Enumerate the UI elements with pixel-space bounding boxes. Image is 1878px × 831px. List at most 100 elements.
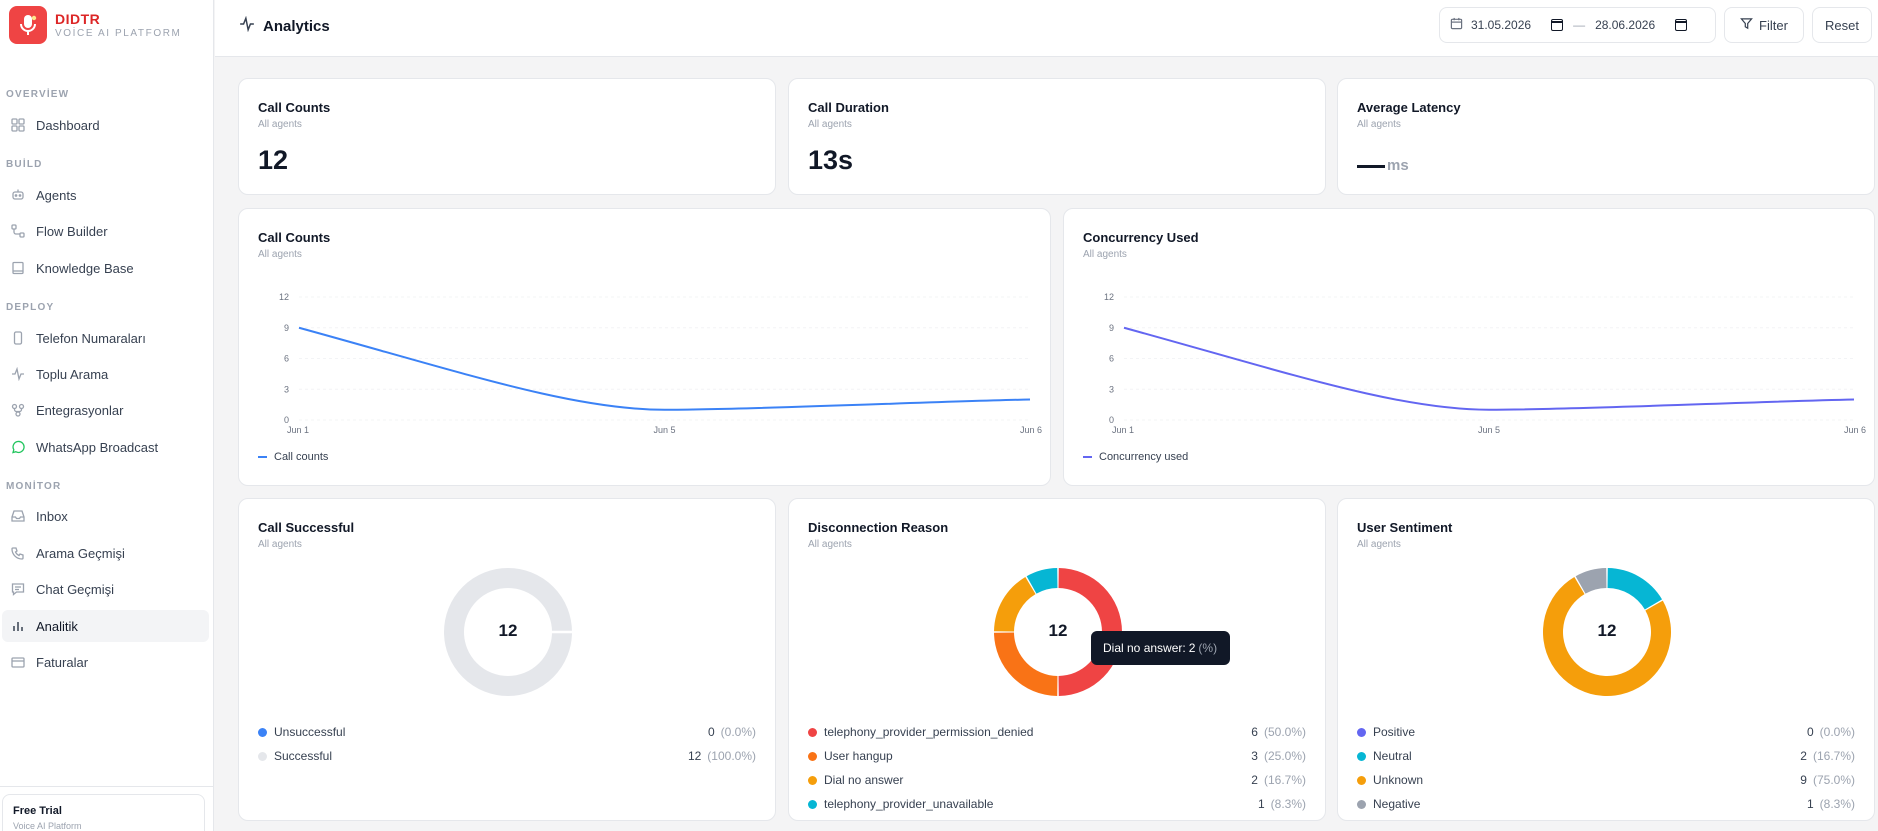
latency-unit: ms xyxy=(1387,157,1409,174)
legend-percent: (16.7%) xyxy=(1263,773,1306,787)
legend-value: 3 xyxy=(1251,749,1258,763)
date-to-input[interactable]: 28.06.2026 xyxy=(1595,18,1688,32)
legend-row[interactable]: Neutral 2 (16.7%) xyxy=(1357,747,1855,765)
x-tick-label: Jun 5 xyxy=(1478,425,1500,435)
brand-subtitle: VOİCE AI PLATFORM xyxy=(55,28,182,39)
legend-row[interactable]: Dial no answer 2 (16.7%) xyxy=(808,771,1306,789)
book-icon xyxy=(10,260,26,276)
line-chart: 0 3 6 9 12 Jun 1 Jun 5 Jun 6 xyxy=(1104,292,1866,435)
legend-swatch xyxy=(258,456,267,458)
sidebar-item-label: Knowledge Base xyxy=(36,260,134,276)
donut-slice xyxy=(1026,568,1058,594)
activity-icon xyxy=(10,366,26,382)
legend-dot xyxy=(808,799,817,809)
y-tick-label: 9 xyxy=(1109,323,1114,333)
legend-dot xyxy=(808,751,817,761)
donut-slice xyxy=(1575,568,1607,594)
legend-row[interactable]: Negative 1 (8.3%) xyxy=(1357,795,1855,813)
chart-card-call-successful: Call Successful All agents 12 Unsuccessf… xyxy=(238,498,776,821)
filter-label: Filter xyxy=(1759,17,1788,33)
legend-value: 1 xyxy=(1806,797,1814,811)
sidebar-item-entegrasyonlar[interactable]: Entegrasyonlar xyxy=(2,394,209,426)
brand[interactable]: DIDTR VOİCE AI PLATFORM xyxy=(0,0,213,50)
card-title: Call Counts xyxy=(258,100,331,115)
bar-chart-icon xyxy=(10,618,26,634)
donut-slice xyxy=(994,576,1036,632)
legend-value: 0 xyxy=(707,725,715,739)
legend-label: Concurrency used xyxy=(1099,451,1189,463)
integration-icon xyxy=(10,402,26,418)
legend-row[interactable]: Unknown 9 (75.0%) xyxy=(1357,771,1855,789)
line-chart: 0 3 6 9 12 Jun 1 Jun 5 Jun 6 xyxy=(279,292,1042,435)
chart-tooltip: Dial no answer: 2 (%) xyxy=(1091,631,1230,665)
reset-label: Reset xyxy=(1825,17,1859,33)
sidebar-item-label: Dashboard xyxy=(36,117,100,133)
chart-title: Concurrency Used xyxy=(1083,230,1199,245)
date-from-input[interactable]: 31.05.2026 xyxy=(1471,18,1564,32)
sidebar-item-toplu-arama[interactable]: Toplu Arama xyxy=(2,358,209,390)
calendar-picker-icon[interactable] xyxy=(1551,19,1564,31)
tooltip-value: 2 xyxy=(1188,641,1196,655)
legend-row[interactable]: Positive 0 (0.0%) xyxy=(1357,723,1855,741)
sidebar-item-telefon-numaralari[interactable]: Telefon Numaraları xyxy=(2,322,209,354)
sidebar-item-agents[interactable]: Agents xyxy=(2,179,209,211)
y-tick-label: 3 xyxy=(1109,384,1114,394)
legend-row[interactable]: User hangup 3 (25.0%) xyxy=(808,747,1306,765)
legend-row[interactable]: telephony_provider_permission_denied 6 (50… xyxy=(808,723,1306,741)
sidebar-item-label: Inbox xyxy=(36,508,68,524)
legend-percent: (0.0%) xyxy=(720,725,756,739)
free-trial-card[interactable]: Free Trial Voice AI Platform xyxy=(2,794,205,831)
legend-percent: (0.0%) xyxy=(1819,725,1855,739)
phone-device-icon xyxy=(10,330,26,346)
legend-dot xyxy=(258,727,267,737)
sidebar-item-arama-gecmisi[interactable]: Arama Geçmişi xyxy=(2,537,209,569)
legend-percent: (16.7%) xyxy=(1812,749,1855,763)
legend-label: telephony_provider_permission_denied xyxy=(824,725,1034,739)
chart-card-concurrency-used: Concurrency Used All agents 0 3 6 9 12 Jun 1 J… xyxy=(1063,208,1875,486)
sidebar-item-label: Toplu Arama xyxy=(36,366,109,382)
sidebar-item-knowledge-base[interactable]: Knowledge Base xyxy=(2,252,209,284)
legend-row[interactable]: Successful 12 (100.0%) xyxy=(258,747,756,765)
sidebar-item-faturalar[interactable]: Faturalar xyxy=(2,646,209,678)
chart-subtitle: All agents xyxy=(1083,249,1127,260)
sidebar-item-dashboard[interactable]: Dashboard xyxy=(2,109,209,141)
stat-card-call-duration: Call Duration All agents 13s xyxy=(788,78,1326,195)
legend-value: 2 xyxy=(1800,749,1807,763)
sidebar-item-flow-builder[interactable]: Flow Builder xyxy=(2,215,209,247)
calendar-icon xyxy=(1450,17,1463,33)
donut-slice xyxy=(1543,576,1671,696)
empty-value-dash xyxy=(1357,165,1385,168)
chart-legend[interactable]: Concurrency used xyxy=(1083,451,1188,463)
sidebar-item-inbox[interactable]: Inbox xyxy=(2,500,209,532)
legend-dot xyxy=(808,727,817,737)
chart-title: Disconnection Reason xyxy=(808,520,949,535)
legend-dot xyxy=(1357,751,1366,761)
tooltip-pct: (%) xyxy=(1198,641,1218,655)
phone-icon xyxy=(10,545,26,561)
card-subtitle: All agents xyxy=(1357,119,1401,130)
x-tick-label: Jun 6 xyxy=(1844,425,1866,435)
reset-button[interactable]: Reset xyxy=(1812,7,1872,43)
legend-percent: (50.0%) xyxy=(1263,725,1306,739)
metric-value: 13s xyxy=(808,145,854,175)
legend-row[interactable]: Unsuccessful 0 (0.0%) xyxy=(258,723,756,741)
date-from-value: 31.05.2026 xyxy=(1471,18,1532,32)
sidebar-item-analitik[interactable]: Analitik xyxy=(2,610,209,642)
chart-card-call-counts: Call Counts All agents 0 3 6 9 12 Jun 1 Jun 5 J… xyxy=(238,208,1051,486)
filter-button[interactable]: Filter xyxy=(1724,7,1804,43)
calendar-picker-icon[interactable] xyxy=(1675,19,1688,31)
sidebar-item-whatsapp-broadcast[interactable]: WhatsApp Broadcast xyxy=(2,431,209,463)
legend-label: Neutral xyxy=(1373,749,1412,763)
chart-legend[interactable]: Call counts xyxy=(258,451,328,463)
section-deploy: DEPLOY xyxy=(6,302,55,313)
chart-subtitle: All agents xyxy=(258,249,302,260)
sidebar-item-chat-gecmisi[interactable]: Chat Geçmişi xyxy=(2,573,209,605)
legend-dot xyxy=(1357,799,1366,809)
donut-center-value: 12 xyxy=(1597,621,1617,640)
flow-icon xyxy=(10,223,26,239)
legend-dot xyxy=(1357,775,1366,785)
legend-row[interactable]: telephony_provider_unavailable 1 (8.3%) xyxy=(808,795,1306,813)
legend-value: 0 xyxy=(1806,725,1814,739)
y-tick-label: 12 xyxy=(279,292,289,302)
legend-percent: (25.0%) xyxy=(1263,749,1306,763)
